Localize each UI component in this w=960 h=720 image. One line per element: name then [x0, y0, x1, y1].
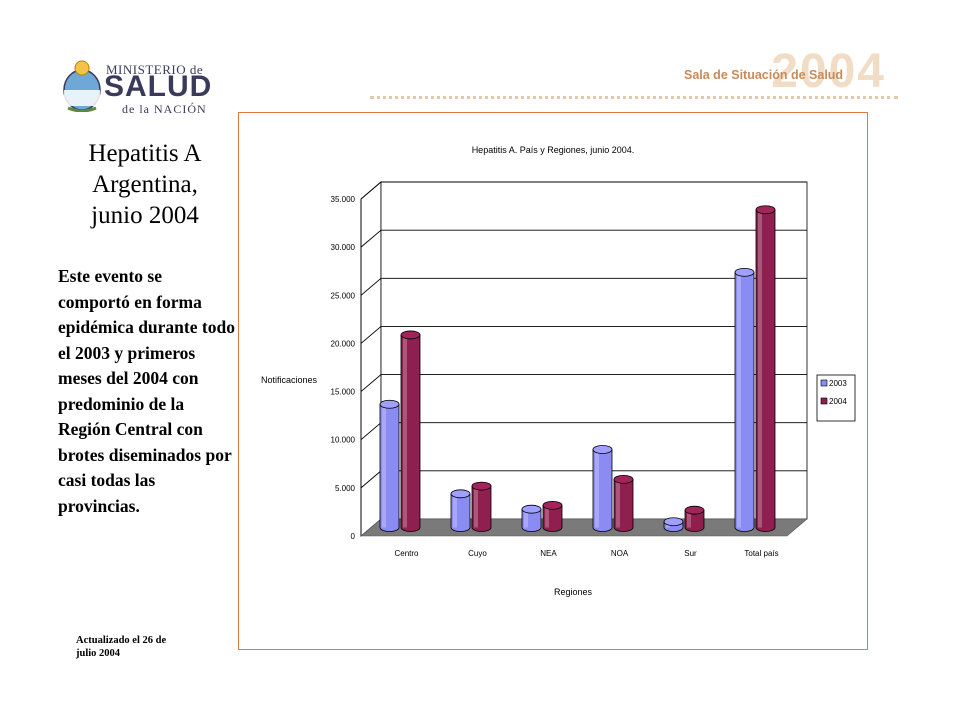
chart-legend: 2003 2004 — [816, 374, 856, 422]
bar-top — [400, 330, 421, 340]
gridline — [360, 277, 807, 296]
argentina-seal-icon — [63, 60, 101, 112]
legend-swatch — [820, 379, 828, 387]
bar-body — [400, 334, 421, 532]
legend-label: 2004 — [829, 397, 847, 406]
x-tick-label: Total país — [744, 549, 778, 558]
bar-highlight — [758, 209, 762, 528]
title-line: Argentina, — [92, 171, 198, 198]
event-description: Este evento se comportó en forma epidémi… — [58, 266, 235, 516]
y-tick-label: 5.000 — [335, 484, 356, 493]
bar-2003-noa — [592, 445, 613, 532]
updated-line: Actualizado el 26 de — [76, 635, 167, 646]
y-tick-label: 25.000 — [331, 291, 356, 300]
bar-2004-cuyo — [471, 481, 492, 532]
brand-divider — [370, 96, 898, 99]
bar-highlight — [595, 449, 599, 528]
bar-2004-centro — [400, 330, 421, 532]
bar-body — [734, 271, 755, 532]
hepatitis-chart: 0 5.000 10.000 15.000 20.000 25.000 30.000 35.0… — [261, 145, 856, 597]
x-axis-label: Regiones — [554, 587, 593, 597]
chart-bars — [379, 205, 776, 532]
logo-line-salud: SALUD — [104, 70, 213, 103]
bar-top — [684, 505, 705, 515]
bar-top — [592, 445, 613, 454]
title-line: Hepatitis A — [88, 140, 202, 167]
brand-year: 2004 — [771, 45, 886, 98]
chart-title: Hepatitis A. País y Regiones, junio 2004… — [472, 145, 635, 155]
gridline — [360, 374, 807, 392]
bar-top — [521, 504, 542, 514]
bar-body — [542, 504, 563, 532]
sala-situacion-brand: 2004 Sala de Situación de Salud — [370, 44, 898, 104]
title-line: junio 2004 — [91, 202, 199, 229]
chart-frame — [238, 112, 868, 650]
bar-highlight — [545, 505, 549, 528]
bar-body — [379, 403, 400, 532]
bar-2004-sur — [684, 505, 705, 532]
y-tick-label: 10.000 — [331, 436, 356, 445]
legend-label: 2003 — [829, 379, 847, 388]
bar-body — [471, 485, 492, 532]
bar-top — [542, 500, 563, 510]
bar-top — [613, 474, 634, 484]
bar-2003-cuyo — [450, 489, 471, 532]
bar-2004-noa — [613, 474, 634, 532]
bar-top — [471, 481, 492, 491]
gridline — [360, 181, 807, 200]
bar-top — [379, 399, 400, 409]
bar-body — [450, 493, 471, 532]
gridline — [360, 229, 807, 248]
bar-2003-centro — [379, 399, 400, 532]
bar-2004-nea — [542, 500, 563, 532]
legend-swatch — [820, 397, 828, 405]
bar-top — [450, 489, 471, 499]
y-tick-label: 0 — [351, 532, 356, 541]
x-tick-label: Sur — [684, 549, 697, 558]
brand-tagline: Sala de Situación de Salud — [684, 68, 844, 82]
x-tick-label: NEA — [540, 549, 557, 558]
left-wall — [360, 181, 382, 537]
chart-labels: 0 5.000 10.000 15.000 20.000 25.000 30.000 35.0… — [331, 195, 779, 558]
ministry-logo: MINISTERIO de SALUD de la NACIÓN — [60, 58, 220, 120]
logo-line-ministerio: MINISTERIO de — [106, 62, 204, 77]
bar-top — [734, 267, 755, 277]
bar-top — [663, 517, 684, 527]
y-axis-label: Notificaciones — [261, 375, 318, 385]
bar-2003-nea — [521, 504, 542, 532]
bar-highlight — [616, 479, 620, 528]
bar-2003-total-país — [734, 267, 755, 532]
bar-body — [613, 478, 634, 532]
bar-body — [755, 209, 776, 532]
bar-2003-sur — [663, 517, 684, 532]
bar-2004-total-país — [755, 205, 776, 532]
x-tick-label: Centro — [394, 549, 419, 558]
x-tick-label: Cuyo — [468, 549, 487, 558]
bar-highlight — [737, 272, 741, 528]
bar-highlight — [453, 493, 457, 528]
bar-top — [755, 205, 776, 215]
bar-highlight — [403, 334, 407, 528]
logo-line-nacion: de la NACIÓN — [122, 102, 207, 116]
bar-highlight — [687, 510, 691, 528]
bar-highlight — [474, 486, 478, 528]
bar-body — [521, 508, 542, 532]
bar-body — [592, 449, 613, 532]
bar-highlight — [524, 509, 528, 528]
page-title: Hepatitis A Argentina, junio 2004 — [40, 138, 250, 231]
y-tick-label: 20.000 — [331, 339, 356, 348]
updated-note: Actualizado el 26 de julio 2004 — [76, 634, 166, 660]
gridline — [360, 325, 807, 344]
updated-line: julio 2004 — [76, 648, 121, 659]
y-tick-label: 30.000 — [331, 243, 356, 252]
bar-body — [684, 509, 705, 532]
x-tick-label: NOA — [611, 549, 629, 558]
y-tick-label: 35.000 — [331, 195, 356, 204]
bar-highlight — [382, 404, 386, 528]
y-tick-label: 15.000 — [331, 388, 356, 397]
